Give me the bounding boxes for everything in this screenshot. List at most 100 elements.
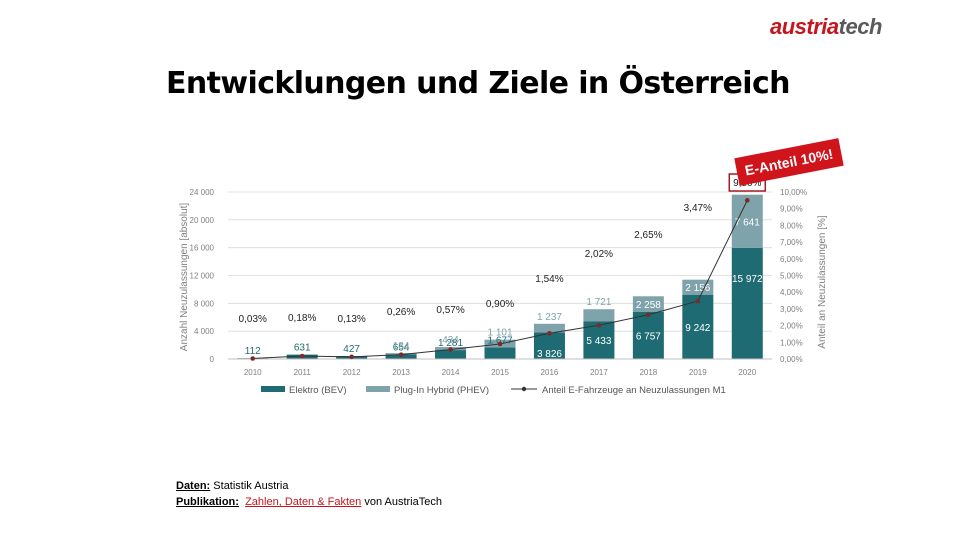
data-label-bev: 112 <box>245 346 261 357</box>
data-label-phev: 184 <box>393 341 410 352</box>
share-point <box>250 356 256 361</box>
share-point <box>398 352 404 357</box>
logo-part-2: tech <box>838 14 883 39</box>
data-label-phev: 1 721 <box>586 297 611 308</box>
publication-suffix: von AustriaTech <box>364 496 442 508</box>
bar-phev <box>533 323 565 333</box>
y2-tick-label: 7,00% <box>780 238 803 247</box>
data-label-bev: 9 242 <box>685 323 710 334</box>
publication-link[interactable]: Zahlen, Daten & Fakten <box>245 496 362 508</box>
y-tick-label: 16 000 <box>190 244 215 253</box>
y2-tick-label: 9,00% <box>780 205 803 214</box>
data-label-bev: 15 972 <box>732 274 763 285</box>
publication-label: Publikation: <box>176 496 239 508</box>
right-axis-ticks: 0,00% 1,00% 2,00% 3,00% 4,00% 5,00% 6,00% 7,00%… <box>780 188 807 364</box>
share-label: 0,03% <box>239 314 267 325</box>
data-label-bev: 1 281 <box>438 338 463 349</box>
share-label: 3,47% <box>684 203 712 214</box>
source-value: Statistik Austria <box>213 480 289 492</box>
x-tick-label: 2011 <box>294 368 312 377</box>
right-axis-title: Anteil an Neuzulassungen [%] <box>817 215 828 349</box>
data-label-bev: 1 677 <box>487 335 512 346</box>
y-tick-label: 4 000 <box>194 327 215 336</box>
data-label-bev: 654 <box>393 342 410 353</box>
x-tick-label: 2017 <box>590 368 608 377</box>
y2-tick-label: 4,00% <box>780 288 803 297</box>
x-tick-label: 2013 <box>392 368 410 377</box>
badge-box <box>734 138 844 186</box>
y2-tick-label: 3,00% <box>780 305 803 314</box>
y2-tick-label: 6,00% <box>780 255 803 264</box>
share-label: 0,57% <box>436 305 464 316</box>
e-share-badge: E-Anteil 10%! <box>734 138 844 186</box>
legend-label-phev: Plug-In Hybrid (PHEV) <box>394 385 489 396</box>
publication-line: Publikation: Zahlen, Daten & Fakten von … <box>176 494 442 510</box>
x-tick-label: 2018 <box>639 368 657 377</box>
share-label: 0,18% <box>288 313 316 324</box>
bar-bev <box>435 350 467 359</box>
y-tick-label: 8 000 <box>194 299 215 308</box>
legend-swatch-bev <box>261 386 285 392</box>
x-tick-label: 2016 <box>541 368 559 377</box>
share-point <box>596 322 602 328</box>
austriatech-logo: austriatech <box>770 14 882 40</box>
y2-tick-label: 0,00% <box>780 355 803 364</box>
share-label: 1,54% <box>535 274 563 285</box>
legend-marker-share <box>521 386 527 392</box>
bar-phev <box>682 279 714 295</box>
x-tick-label: 2012 <box>343 368 361 377</box>
data-label-phev: 2 156 <box>685 283 710 294</box>
share-label: 0,13% <box>337 314 365 325</box>
y2-tick-label: 8,00% <box>780 221 803 230</box>
left-axis-title: Anzahl Neuzulassungen [absolut] <box>179 203 190 352</box>
source-line: Daten: Statistik Austria <box>176 478 442 494</box>
data-label-bev: 3 826 <box>537 349 562 360</box>
y-tick-label: 20 000 <box>190 216 215 225</box>
x-tick-label: 2020 <box>738 368 756 377</box>
y2-tick-label: 2,00% <box>780 322 803 331</box>
bar-phev <box>583 309 615 322</box>
data-label-phev: 1 237 <box>537 312 562 323</box>
y-tick-label: 24 000 <box>190 188 215 197</box>
bar-bev <box>632 311 664 359</box>
source-label: Daten: <box>176 480 211 492</box>
y-tick-label: 12 000 <box>190 272 215 281</box>
share-point <box>646 312 651 318</box>
share-point <box>349 354 354 360</box>
y2-tick-label: 10,00% <box>780 188 807 197</box>
data-label-bev: 427 <box>343 344 360 355</box>
data-label-bev: 5 433 <box>586 336 611 347</box>
x-axis-ticks: 2010 2011 2012 2013 2014 2015 2016 2017 2018 2019… <box>228 358 772 377</box>
share-point <box>547 330 552 336</box>
share-point <box>299 353 305 359</box>
left-axis-ticks: 0 4 000 8 000 12 000 16 000 20 000 24 000 <box>190 188 215 364</box>
bar-bev <box>533 332 565 359</box>
logo-part-1: austria <box>770 14 839 39</box>
share-label: 2,02% <box>585 249 613 260</box>
data-label-bev: 631 <box>294 343 311 354</box>
legend-label-bev: Elektro (BEV) <box>289 385 347 396</box>
footer: Daten: Statistik Austria Publikation: Za… <box>176 478 442 510</box>
share-point <box>497 341 503 347</box>
x-tick-label: 2010 <box>244 368 262 377</box>
y2-tick-label: 5,00% <box>780 272 803 281</box>
share-point <box>744 198 750 203</box>
share-point <box>448 347 453 352</box>
data-label-phev: 1 101 <box>487 328 512 339</box>
legend-label-share: Anteil E-Fahrzeuge an Neuzulassungen M1 <box>542 385 726 396</box>
y2-tick-label: 1,00% <box>780 338 803 347</box>
x-tick-label: 2015 <box>491 368 509 377</box>
bar-bev <box>682 294 714 359</box>
y-tick-label: 0 <box>210 355 215 364</box>
share-label: 0,26% <box>387 307 415 318</box>
legend-swatch-phev <box>366 386 390 392</box>
data-label-phev: 2 258 <box>636 300 661 311</box>
bar-bev <box>484 347 516 359</box>
share-label: 2,65% <box>634 230 662 241</box>
x-tick-label: 2019 <box>689 368 707 377</box>
x-tick-label: 2014 <box>442 368 460 377</box>
data-label-phev: 434 <box>442 335 459 346</box>
share-label: 0,90% <box>486 299 514 310</box>
